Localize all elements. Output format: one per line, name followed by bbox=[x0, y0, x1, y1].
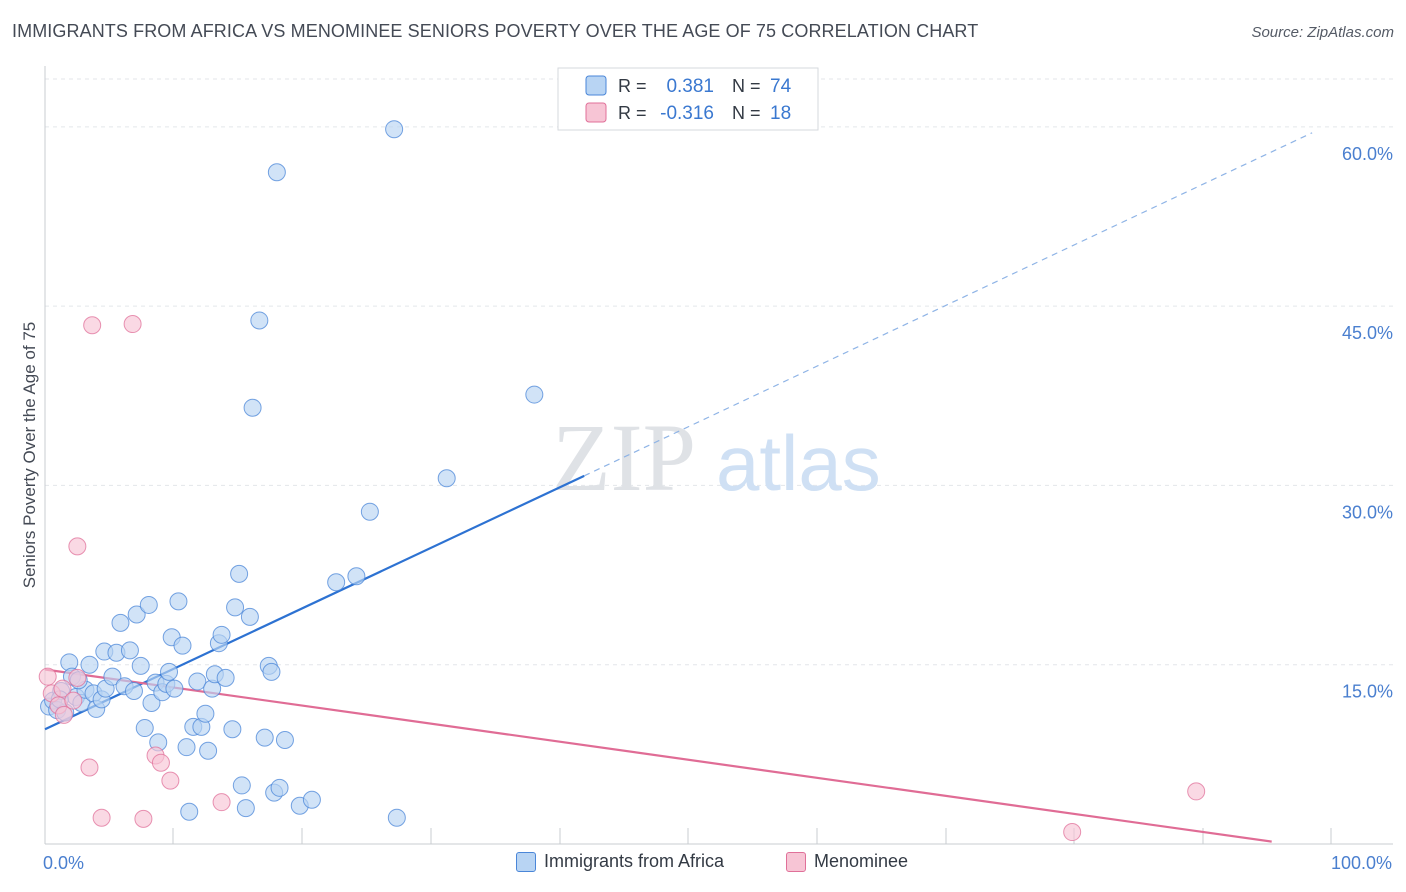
point-africa-41 bbox=[196, 704, 215, 723]
point-menominee-10 bbox=[92, 808, 111, 827]
trend-line-africa-extension bbox=[583, 132, 1313, 477]
point-africa-47 bbox=[216, 668, 235, 687]
watermark-zip: ZIP bbox=[552, 404, 696, 511]
point-africa-26 bbox=[142, 693, 161, 712]
stats-r-label-menominee: R = bbox=[618, 103, 647, 123]
point-africa-50 bbox=[230, 564, 249, 583]
point-africa-52 bbox=[236, 799, 255, 818]
data-points bbox=[38, 120, 1206, 842]
stats-swatch-africa bbox=[585, 75, 607, 96]
legend-item-menominee[interactable]: Menominee bbox=[786, 851, 908, 872]
point-menominee-11 bbox=[123, 315, 142, 334]
point-africa-53 bbox=[240, 607, 259, 626]
point-africa-56 bbox=[255, 728, 274, 747]
point-africa-18 bbox=[111, 613, 130, 632]
point-africa-33 bbox=[165, 679, 184, 698]
stats-n-label-menominee: N = bbox=[732, 103, 761, 123]
point-africa-71 bbox=[525, 385, 544, 404]
point-menominee-3 bbox=[53, 679, 72, 698]
point-africa-49 bbox=[226, 598, 245, 617]
point-menominee-6 bbox=[68, 668, 87, 687]
point-menominee-4 bbox=[54, 705, 73, 724]
point-menominee-5 bbox=[64, 691, 83, 710]
point-africa-35 bbox=[173, 636, 192, 655]
point-africa-20 bbox=[120, 641, 139, 660]
point-africa-46 bbox=[212, 625, 231, 644]
point-menominee-7 bbox=[68, 537, 87, 556]
source-label: Source: ZipAtlas.com bbox=[1251, 24, 1394, 41]
point-africa-60 bbox=[267, 163, 286, 182]
stats-n-value-menominee: 18 bbox=[770, 103, 791, 124]
y-tick-label-3: 60.0% bbox=[1342, 144, 1393, 164]
stats-r-value-africa: 0.381 bbox=[666, 76, 714, 97]
point-africa-70 bbox=[437, 469, 456, 488]
y-tick-label-2: 45.0% bbox=[1342, 323, 1393, 343]
point-africa-54 bbox=[243, 398, 262, 417]
y-tick-label-1: 30.0% bbox=[1342, 502, 1393, 522]
point-africa-37 bbox=[180, 802, 199, 821]
point-menominee-14 bbox=[151, 753, 170, 772]
point-africa-42 bbox=[199, 741, 218, 760]
point-menominee-12 bbox=[134, 809, 153, 828]
watermark: ZIP atlas bbox=[552, 404, 881, 511]
point-africa-23 bbox=[131, 656, 150, 675]
point-africa-64 bbox=[302, 790, 321, 809]
point-menominee-15 bbox=[161, 771, 180, 790]
point-africa-62 bbox=[275, 731, 294, 750]
chart-title: IMMIGRANTS FROM AFRICA VS MENOMINEE SENI… bbox=[12, 21, 979, 41]
legend-label-menominee: Menominee bbox=[814, 851, 909, 871]
point-africa-58 bbox=[262, 662, 281, 681]
point-africa-55 bbox=[250, 311, 269, 330]
legend-swatch-menominee bbox=[786, 851, 806, 872]
series-legend: Immigrants from Africa Menominee bbox=[0, 851, 1406, 877]
legend-item-africa[interactable]: Immigrants from Africa bbox=[516, 851, 724, 872]
point-africa-34 bbox=[169, 592, 188, 611]
stats-n-value-africa: 74 bbox=[770, 76, 792, 97]
point-menominee-0 bbox=[38, 667, 57, 686]
point-africa-16 bbox=[103, 667, 122, 686]
point-menominee-16 bbox=[212, 793, 231, 812]
legend-swatch-africa bbox=[516, 851, 536, 872]
point-menominee-8 bbox=[80, 758, 99, 777]
x-tick-label-min: 0.0% bbox=[43, 853, 84, 873]
point-africa-31 bbox=[160, 662, 179, 681]
stats-legend: R = 0.381 N = 74 R = -0.316 N = 18 bbox=[557, 67, 819, 131]
trend-line-menominee bbox=[44, 668, 1272, 843]
x-tick-labels: 0.0% 100.0% bbox=[43, 853, 1392, 873]
point-africa-66 bbox=[347, 567, 366, 586]
stats-r-label-africa: R = bbox=[618, 76, 647, 96]
point-menominee-17 bbox=[1063, 823, 1082, 842]
y-tick-label-0: 15.0% bbox=[1342, 682, 1393, 702]
point-africa-69 bbox=[387, 808, 406, 827]
x-tick-label-max: 100.0% bbox=[1331, 853, 1392, 873]
stats-swatch-menominee bbox=[585, 102, 607, 123]
y-tick-labels: 15.0% 30.0% 45.0% 60.0% bbox=[1342, 144, 1393, 702]
point-menominee-9 bbox=[83, 316, 102, 335]
watermark-atlas: atlas bbox=[716, 419, 881, 507]
point-africa-67 bbox=[360, 502, 379, 521]
point-africa-21 bbox=[124, 682, 143, 700]
stats-n-label-africa: N = bbox=[732, 76, 761, 96]
stats-r-value-menominee: -0.316 bbox=[660, 103, 714, 124]
point-africa-65 bbox=[327, 573, 346, 592]
point-africa-22 bbox=[127, 605, 146, 624]
point-africa-24 bbox=[135, 719, 154, 738]
point-africa-51 bbox=[232, 776, 251, 795]
point-africa-61 bbox=[270, 778, 289, 797]
point-africa-25 bbox=[139, 595, 158, 614]
point-menominee-18 bbox=[1187, 782, 1206, 801]
point-africa-39 bbox=[188, 672, 207, 691]
point-africa-10 bbox=[80, 655, 99, 674]
legend-label-africa: Immigrants from Africa bbox=[544, 851, 725, 871]
point-africa-36 bbox=[177, 738, 196, 757]
point-africa-48 bbox=[223, 720, 242, 739]
point-africa-68 bbox=[385, 120, 404, 139]
